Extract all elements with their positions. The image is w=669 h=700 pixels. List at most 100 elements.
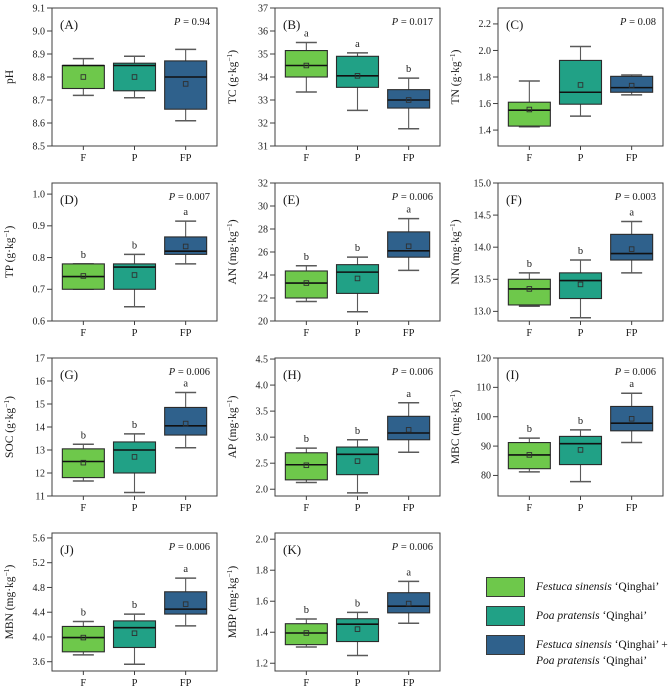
y-tick-label: 0.8 xyxy=(33,253,46,264)
mean-marker xyxy=(526,286,533,292)
box-F xyxy=(284,49,328,78)
y-tick-label: 36 xyxy=(258,26,268,37)
box-P xyxy=(335,264,380,294)
mean-marker xyxy=(303,462,310,469)
y-axis-title: AP (mg·kg−1) xyxy=(225,395,239,458)
y-tick-label: 1.8 xyxy=(256,566,269,577)
panel-label: (F) xyxy=(506,192,522,207)
y-tick-label: 120 xyxy=(476,353,491,364)
y-tick-label: 14.5 xyxy=(474,210,492,221)
legend-item-poa: Poa pratensis ‘Qinghai’ xyxy=(486,606,669,626)
y-tick-label: 0.7 xyxy=(33,285,46,296)
y-tick-label: 28 xyxy=(258,224,268,235)
significance-letter: a xyxy=(183,564,188,575)
legend-species-name: Poa pratensis xyxy=(536,655,600,667)
x-tick-label: F xyxy=(80,328,86,339)
significance-letter: b xyxy=(81,430,86,441)
x-tick-label: FP xyxy=(626,328,638,339)
box-F xyxy=(284,452,328,481)
mean-marker xyxy=(526,106,533,113)
significance-letter: b xyxy=(81,607,86,618)
mean-marker xyxy=(577,281,584,288)
y-tick-label: 8.5 xyxy=(33,141,46,152)
y-tick-label: 17 xyxy=(35,353,45,364)
box-FP xyxy=(387,415,431,441)
panel-label: (B) xyxy=(283,17,300,32)
panel-label: (J) xyxy=(60,542,74,557)
mean-marker xyxy=(628,416,635,422)
x-tick-label: F xyxy=(303,153,309,164)
legend-swatch-festuca xyxy=(486,577,525,597)
box-FP xyxy=(610,405,654,432)
y-axis-title: MBP (mg·kg−1) xyxy=(225,566,239,639)
x-tick-label: FP xyxy=(180,153,192,164)
x-tick-label: F xyxy=(303,328,309,339)
y-tick-label: 32 xyxy=(258,178,268,189)
mean-marker xyxy=(303,62,310,69)
significance-letter: b xyxy=(132,420,137,431)
y-tick-label: 30 xyxy=(258,201,268,212)
y-tick-label: 3.5 xyxy=(256,406,269,417)
significance-letter: b xyxy=(578,246,583,257)
y-tick-label: 14.0 xyxy=(474,242,492,253)
significance-letter: b xyxy=(527,259,532,270)
mean-marker xyxy=(80,634,87,641)
legend-label-poa: Poa pratensis ‘Qinghai’ xyxy=(536,606,647,624)
legend-cultivar-name: ‘Qinghai’ xyxy=(599,655,648,667)
y-tick-label: 15 xyxy=(35,399,45,410)
legend-cultivar-name: ‘Qinghai’ xyxy=(611,581,660,593)
significance-letter: b xyxy=(355,243,360,254)
significance-letter: b xyxy=(578,416,583,427)
y-tick-label: 8.6 xyxy=(33,118,46,129)
box-FP xyxy=(387,231,431,258)
box-F xyxy=(507,101,551,127)
x-tick-label: P xyxy=(132,328,138,339)
panel-C-boxplot: 1.41.61.82.02.2TN (g·kg−1)F P FP(C) P = 0.0… xyxy=(448,7,664,164)
significance-letter: b xyxy=(304,605,309,616)
y-tick-label: 13 xyxy=(35,445,45,456)
x-tick-label: P xyxy=(355,328,361,339)
y-tick-label: 15.0 xyxy=(474,178,492,189)
y-tick-label: 4.8 xyxy=(33,583,46,594)
box-P xyxy=(335,446,380,476)
box-FP xyxy=(387,592,431,614)
box-F xyxy=(61,625,105,653)
y-tick-label: 4.0 xyxy=(33,632,46,643)
mean-marker xyxy=(354,458,361,464)
x-tick-label: F xyxy=(80,678,86,689)
x-tick-label: FP xyxy=(626,503,638,514)
mean-marker xyxy=(131,74,138,80)
mean-marker xyxy=(131,630,138,637)
significance-letter: a xyxy=(629,379,634,390)
p-value: P = 0.006 xyxy=(391,192,433,203)
significance-letter: a xyxy=(355,39,360,50)
y-tick-label: 110 xyxy=(476,383,491,394)
mean-marker xyxy=(182,601,189,607)
p-value: P = 0.006 xyxy=(391,367,433,378)
p-value: P = 0.006 xyxy=(168,542,210,553)
p-value: P = 0.017 xyxy=(391,17,433,28)
mean-marker xyxy=(131,272,138,278)
significance-letter: a xyxy=(406,205,411,216)
y-tick-label: 3.0 xyxy=(256,432,269,443)
y-axis-title: TP (g·kg−1) xyxy=(2,226,16,279)
y-tick-label: 20 xyxy=(258,316,268,327)
y-axis-title: pH xyxy=(4,70,16,84)
y-tick-label: 8.8 xyxy=(33,72,46,83)
y-tick-label: 4.0 xyxy=(256,380,269,391)
legend-species-name: Festuca sinensis xyxy=(536,639,612,651)
y-axis-title: MBN (mg·kg−1) xyxy=(2,564,16,639)
x-tick-label: P xyxy=(132,503,138,514)
box-P xyxy=(558,435,603,466)
mean-marker xyxy=(354,275,361,282)
y-tick-label: 9.0 xyxy=(33,26,46,37)
y-tick-label: 32 xyxy=(258,118,268,129)
y-tick-label: 2.5 xyxy=(256,458,269,469)
